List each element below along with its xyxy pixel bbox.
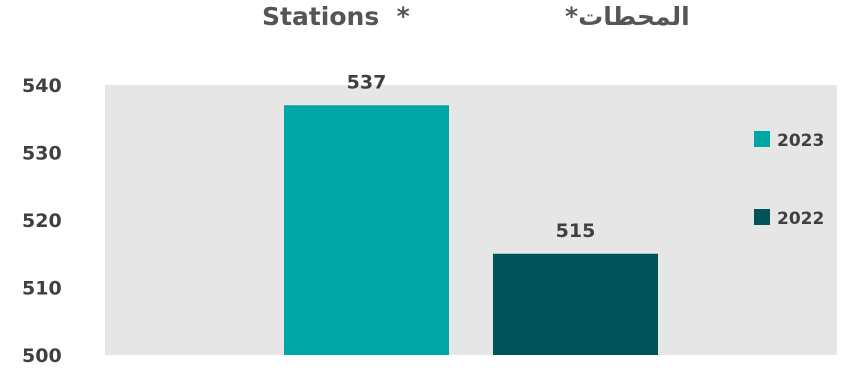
bar-2023: [284, 105, 449, 355]
legend-label-2022: 2022: [777, 209, 824, 229]
data-labels: 537 515: [347, 71, 596, 242]
chart-title-english: Stations *: [262, 2, 410, 31]
y-tick-label: 520: [22, 210, 62, 232]
y-tick-label: 500: [22, 345, 62, 367]
y-axis-ticks: 500 510 520 530 540: [22, 75, 62, 367]
y-tick-label: 530: [22, 143, 62, 165]
bars: [284, 105, 658, 355]
bar-2022: [493, 253, 658, 355]
y-tick-label: 540: [22, 75, 62, 97]
legend-swatch-2023: [754, 131, 770, 147]
data-label-2023: 537: [347, 71, 387, 93]
y-tick-label: 510: [22, 278, 62, 300]
data-label-2022: 515: [556, 220, 596, 242]
legend-swatch-2022: [754, 209, 770, 225]
legend: 2023 2022: [754, 131, 824, 229]
legend-label-2023: 2023: [777, 131, 824, 151]
plot-area: [105, 85, 837, 355]
chart-title-arabic: *المحطات: [565, 2, 690, 31]
